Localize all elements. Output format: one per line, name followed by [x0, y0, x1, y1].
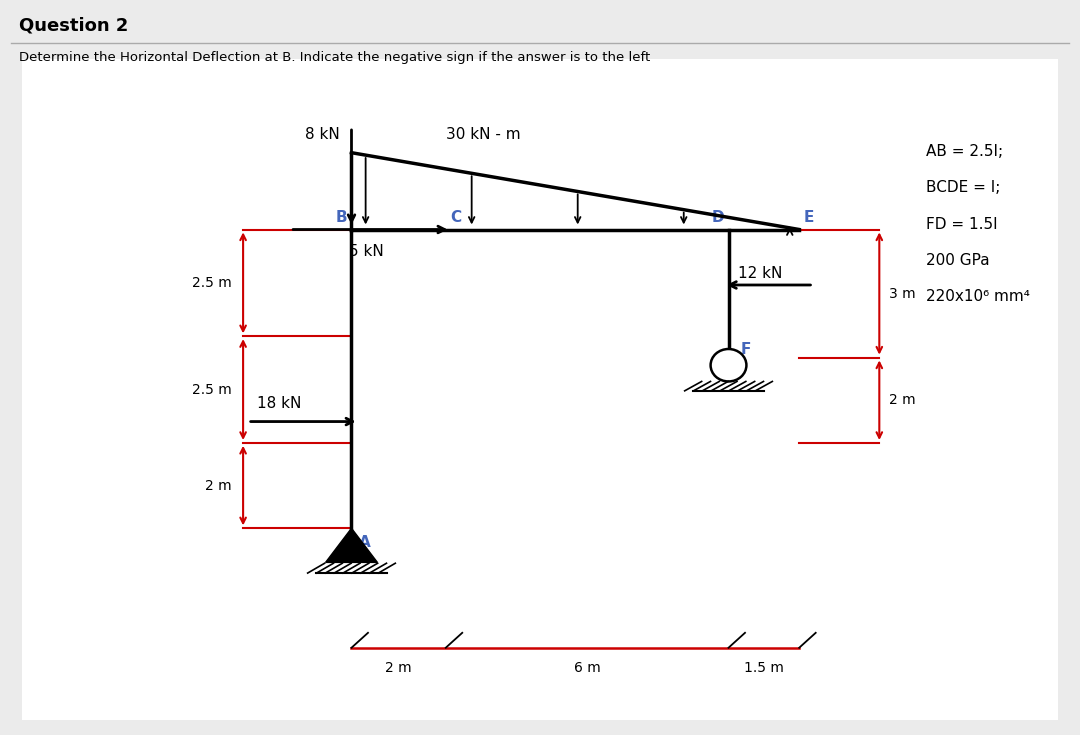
Text: D: D [711, 210, 724, 225]
Text: BCDE = I;: BCDE = I; [927, 180, 1001, 196]
Polygon shape [325, 528, 377, 562]
Text: 5 kN: 5 kN [349, 245, 383, 259]
Text: 18 kN: 18 kN [257, 396, 301, 411]
Text: 12 kN: 12 kN [738, 266, 782, 281]
Circle shape [711, 349, 746, 381]
Text: E: E [804, 210, 814, 225]
Text: B: B [335, 210, 347, 225]
Text: FD = 1.5I: FD = 1.5I [927, 217, 998, 232]
Text: 30 kN - m: 30 kN - m [446, 127, 521, 142]
Text: Determine the Horizontal Deflection at B. Indicate the negative sign if the answ: Determine the Horizontal Deflection at B… [19, 51, 650, 65]
Text: 8 kN: 8 kN [305, 127, 340, 142]
Text: 3 m: 3 m [889, 287, 916, 301]
Text: 2 m: 2 m [205, 478, 231, 492]
Text: F: F [740, 342, 751, 356]
Text: 2 m: 2 m [889, 393, 916, 407]
Text: Question 2: Question 2 [19, 16, 129, 34]
Text: 220x10⁶ mm⁴: 220x10⁶ mm⁴ [927, 290, 1030, 304]
Text: AB = 2.5I;: AB = 2.5I; [927, 144, 1003, 159]
Text: 2 m: 2 m [386, 661, 411, 675]
Text: 1.5 m: 1.5 m [744, 661, 784, 675]
Text: 2.5 m: 2.5 m [191, 382, 231, 397]
Text: A: A [359, 534, 370, 550]
Text: 2.5 m: 2.5 m [191, 276, 231, 290]
Text: C: C [450, 210, 461, 225]
Text: 200 GPa: 200 GPa [927, 253, 990, 268]
Text: 6 m: 6 m [573, 661, 600, 675]
